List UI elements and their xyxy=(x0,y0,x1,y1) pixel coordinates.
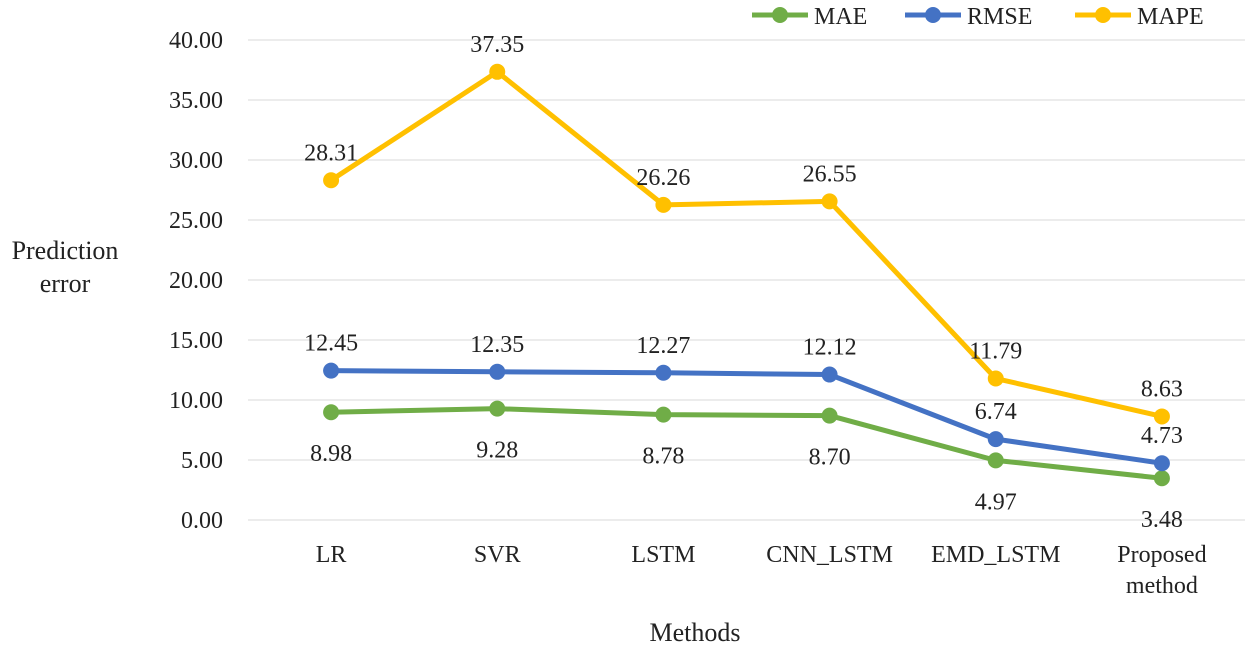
data-label: 4.73 xyxy=(1141,423,1183,449)
y-tick-label: 15.00 xyxy=(169,328,223,354)
series-mae xyxy=(323,400,1170,487)
y-tick-label: 30.00 xyxy=(169,148,223,174)
legend-label: MAE xyxy=(814,4,867,30)
data-point xyxy=(1153,408,1170,425)
x-tick-label: LR xyxy=(316,542,347,568)
y-tick-label: 5.00 xyxy=(181,448,223,474)
data-label: 11.79 xyxy=(969,339,1022,365)
series-lines xyxy=(323,63,1170,487)
data-label: 4.97 xyxy=(975,489,1017,515)
data-point xyxy=(821,407,838,424)
data-label: 12.12 xyxy=(803,335,857,361)
x-axis-ticks: LR SVR LSTM CNN_LSTM EMD_LSTM Proposed method xyxy=(316,542,1207,599)
data-label: 12.45 xyxy=(304,331,358,357)
data-label: 12.35 xyxy=(470,332,524,358)
legend: MAE RMSE MAPE xyxy=(752,4,1204,30)
legend-item-mae: MAE xyxy=(752,4,867,30)
data-label: 8.63 xyxy=(1141,376,1183,402)
series-rmse xyxy=(323,362,1170,472)
y-tick-label: 10.00 xyxy=(169,388,223,414)
data-point xyxy=(323,362,340,379)
data-label: 8.70 xyxy=(809,445,851,471)
x-axis-title: Methods xyxy=(650,618,741,647)
x-tick-label: Proposed method xyxy=(1117,542,1206,599)
data-point xyxy=(489,63,506,80)
data-label: 26.26 xyxy=(636,165,690,191)
x-tick-label: EMD_LSTM xyxy=(931,542,1060,568)
x-tick-label: CNN_LSTM xyxy=(766,542,893,568)
data-label: 12.27 xyxy=(636,333,690,359)
legend-label: MAPE xyxy=(1137,4,1204,30)
y-tick-label: 0.00 xyxy=(181,508,223,534)
legend-label: RMSE xyxy=(967,4,1032,30)
y-tick-label: 25.00 xyxy=(169,208,223,234)
data-label: 37.35 xyxy=(470,32,524,58)
x-tick-label: SVR xyxy=(474,542,521,568)
data-label: 3.48 xyxy=(1141,507,1183,533)
y-axis-ticks: 0.00 5.00 10.00 15.00 20.00 25.00 30.00 35.00 40… xyxy=(169,28,223,534)
legend-item-rmse: RMSE xyxy=(905,4,1032,30)
data-point xyxy=(1153,470,1170,487)
data-point xyxy=(987,431,1004,448)
data-point xyxy=(1153,455,1170,472)
data-point xyxy=(821,366,838,383)
data-point xyxy=(655,364,672,381)
legend-item-mape: MAPE xyxy=(1075,4,1204,30)
data-point xyxy=(655,406,672,423)
data-labels: 8.98 9.28 8.78 8.70 4.97 3.48 12.45 12.35 12.27 1… xyxy=(304,32,1183,533)
y-tick-label: 20.00 xyxy=(169,268,223,294)
data-point xyxy=(655,196,672,213)
data-point xyxy=(323,172,340,189)
y-tick-label: 40.00 xyxy=(169,28,223,54)
data-point xyxy=(987,370,1004,387)
data-label: 6.74 xyxy=(975,399,1017,425)
data-label: 28.31 xyxy=(304,140,358,166)
y-tick-label: 35.00 xyxy=(169,88,223,114)
data-label: 8.78 xyxy=(642,444,684,470)
data-point xyxy=(987,452,1004,469)
data-point xyxy=(489,400,506,417)
legend-marker xyxy=(772,7,788,23)
data-point xyxy=(821,193,838,210)
data-label: 9.28 xyxy=(476,438,518,464)
data-point xyxy=(489,363,506,380)
data-label: 8.98 xyxy=(310,441,352,467)
gridlines xyxy=(248,39,1245,521)
legend-marker xyxy=(925,7,941,23)
series-mape xyxy=(323,63,1170,425)
data-point xyxy=(323,404,340,421)
series-line xyxy=(328,368,1165,466)
y-axis-title: Prediction error xyxy=(12,236,119,298)
legend-marker xyxy=(1095,7,1111,23)
data-label: 26.55 xyxy=(803,161,857,187)
x-tick-label: LSTM xyxy=(631,542,695,568)
series-line xyxy=(328,406,1165,481)
series-line xyxy=(328,69,1165,419)
